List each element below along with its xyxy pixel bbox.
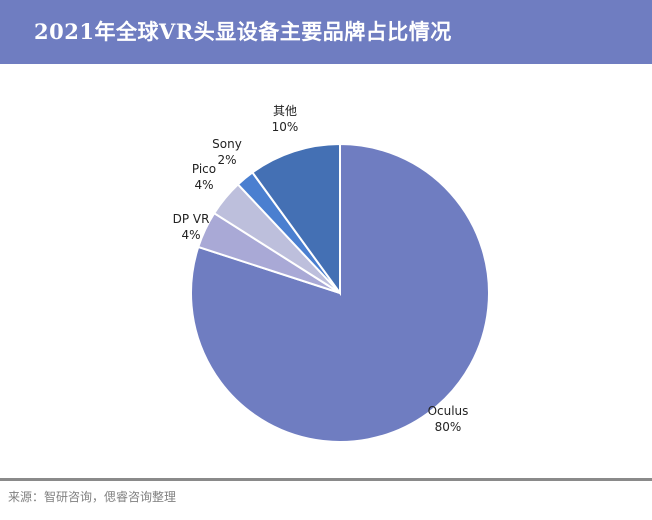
slice-label-percent: 80% — [435, 420, 462, 434]
footer-divider — [0, 478, 652, 481]
slice-label-name: Sony — [212, 137, 242, 151]
slice-label-name: DP VR — [173, 212, 210, 226]
slice-label-percent: 4% — [194, 178, 213, 192]
pie-chart: Oculus 80% DP VR 4% Pico 4% Sony 2% 其他 10% — [173, 104, 490, 443]
slice-label-percent: 10% — [272, 120, 299, 134]
pie-slice-其他 — [251, 142, 341, 297]
title-bar: 2021年全球VR头显设备主要品牌占比情况 — [0, 0, 652, 64]
slice-label-name: Pico — [192, 162, 216, 176]
slice-label-percent: 4% — [181, 228, 200, 242]
slice-label-percent: 2% — [217, 153, 236, 167]
slice-label-name: Oculus — [428, 404, 469, 418]
slice-label-name: 其他 — [273, 104, 297, 118]
chart-title: 2021年全球VR头显设备主要品牌占比情况 — [34, 19, 452, 44]
source-note: 来源：智研咨询，偲睿咨询整理 — [8, 490, 177, 504]
